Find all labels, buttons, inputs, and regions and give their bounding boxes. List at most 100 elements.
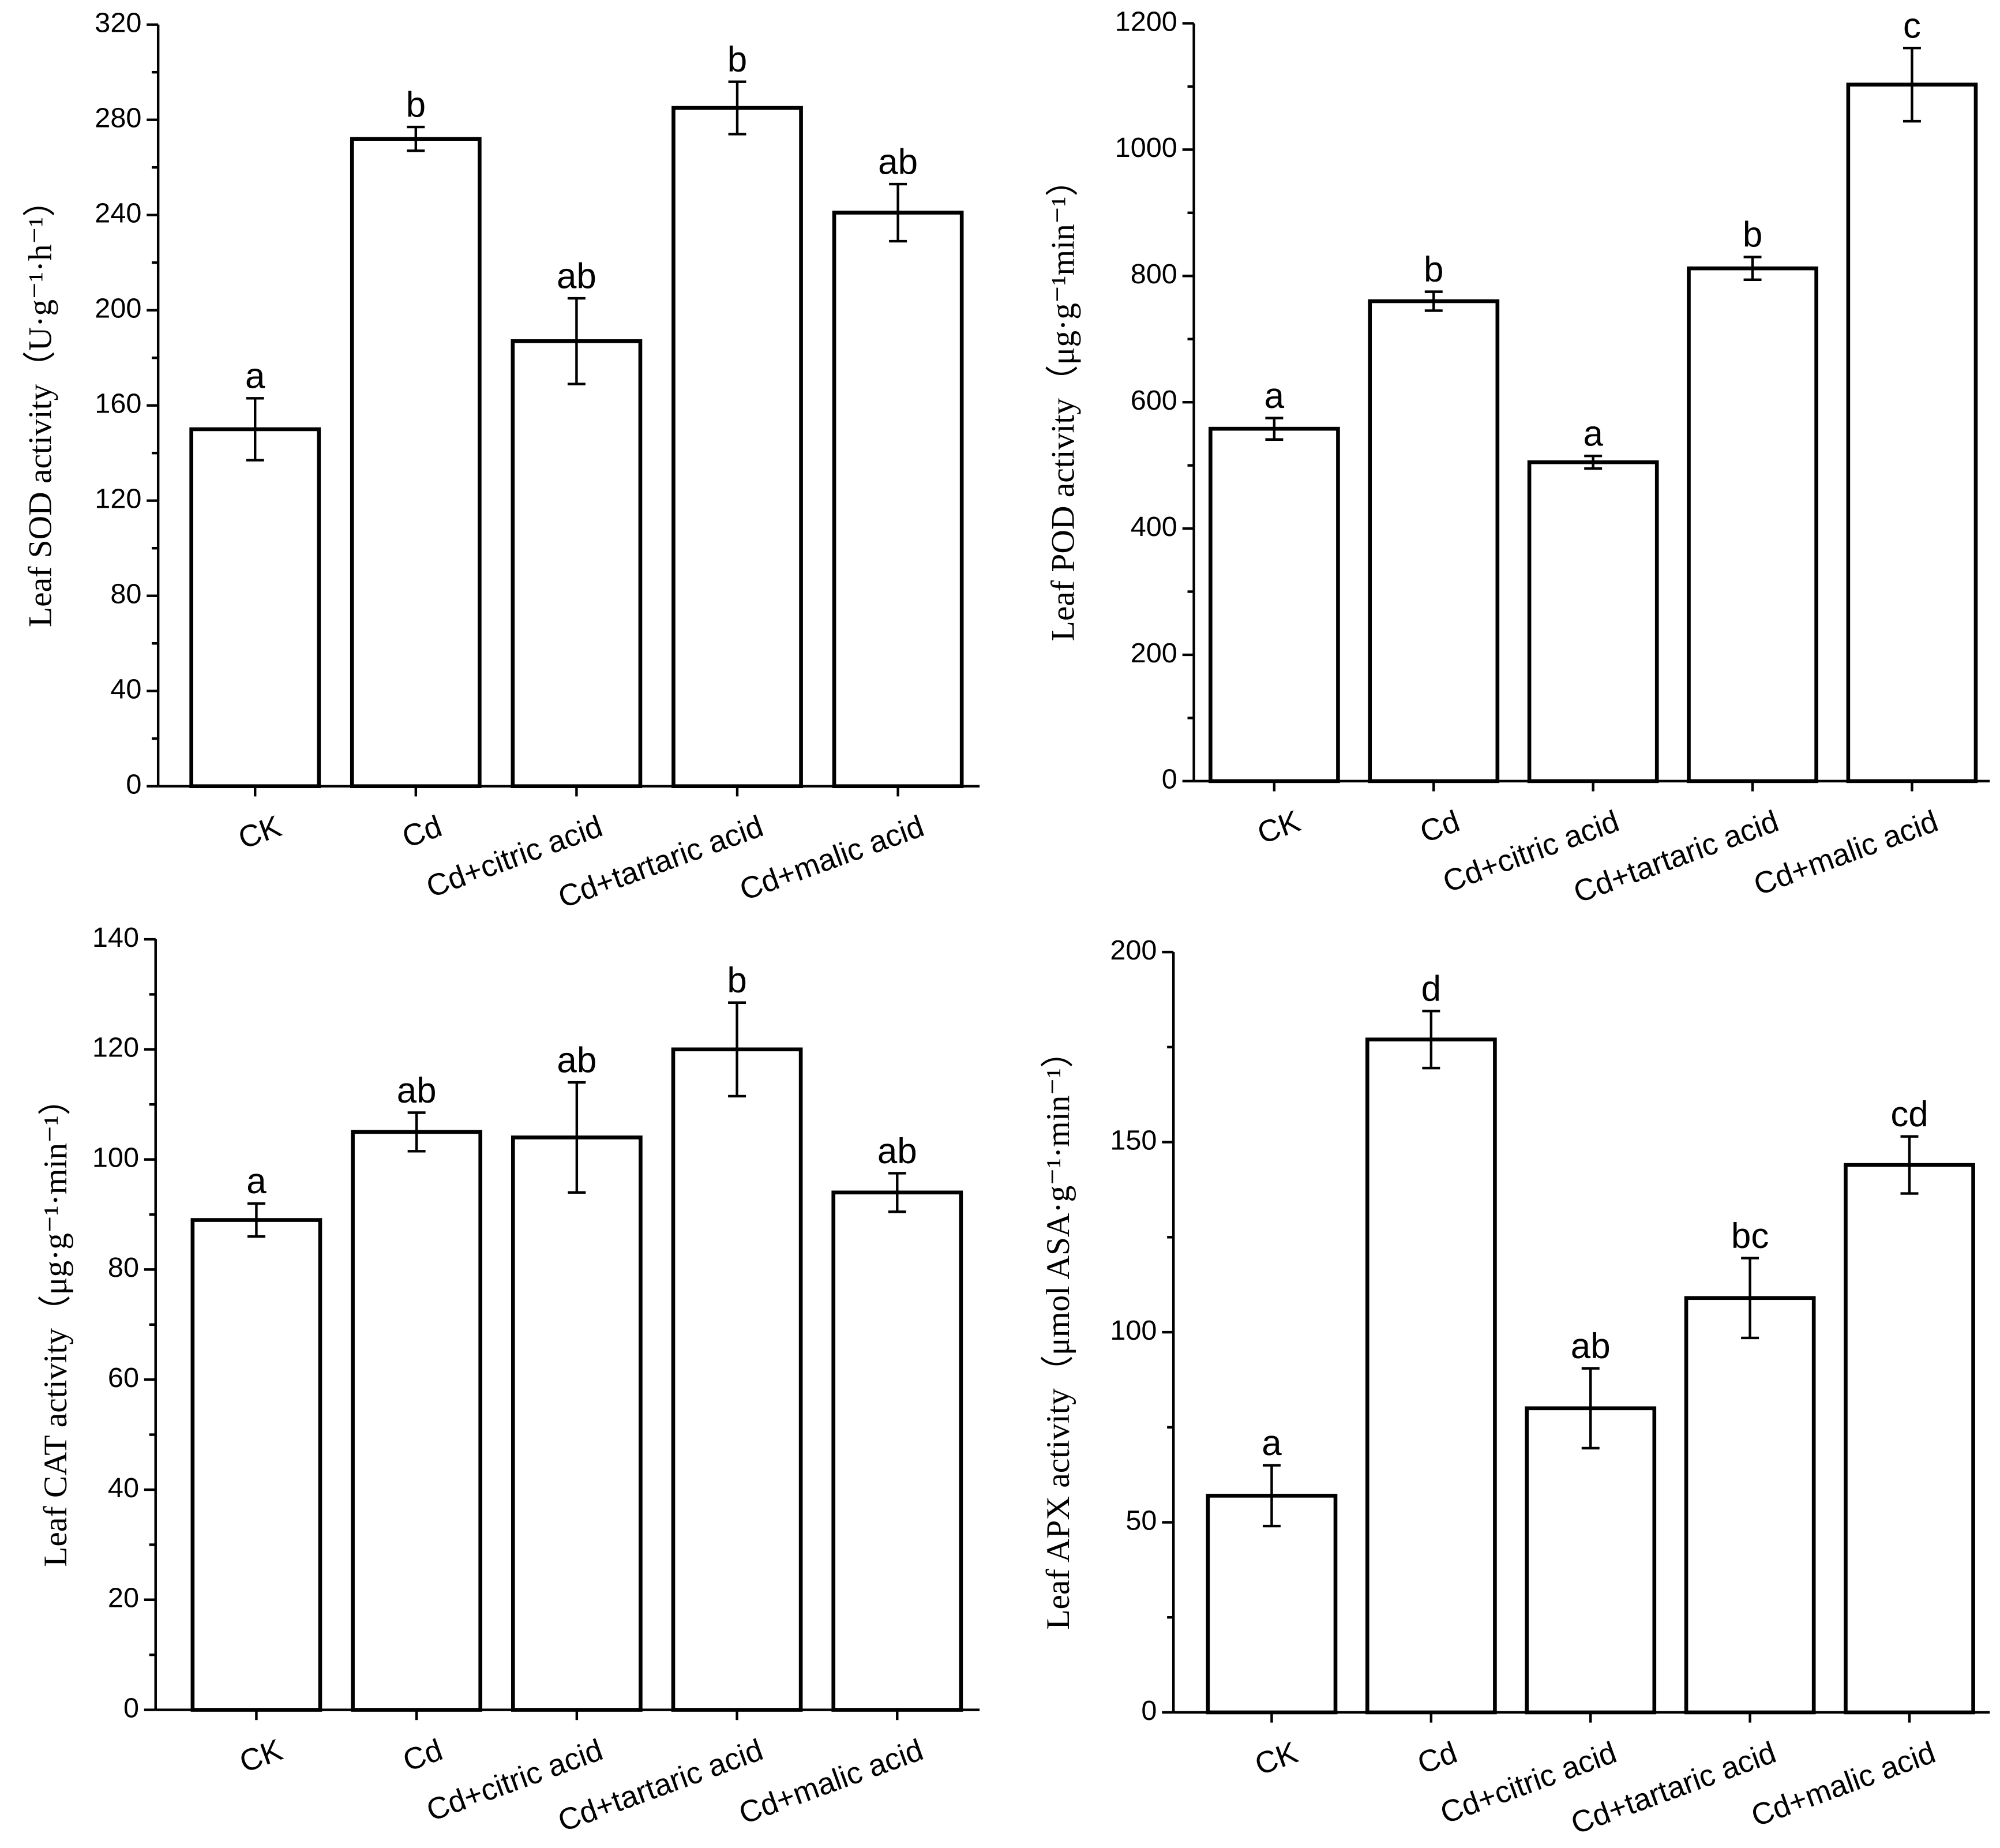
error-bar <box>407 1111 426 1153</box>
y-tick-label: 400 <box>1131 511 1177 542</box>
significance-label: a <box>1262 1423 1282 1463</box>
x-tick-label: Cd <box>1416 804 1464 850</box>
y-axis-label: Leaf SOD activity（U·g⁻¹·h⁻¹） <box>22 183 58 627</box>
x-tick-label: Cd+malic acid <box>1750 804 1943 902</box>
significance-label: ab <box>557 1040 596 1080</box>
significance-label: d <box>1421 969 1441 1009</box>
significance-label: ab <box>877 1131 917 1171</box>
y-tick-label: 40 <box>108 1472 139 1504</box>
significance-label: a <box>1264 376 1285 416</box>
significance-label: b <box>727 40 747 80</box>
significance-label: ab <box>878 142 918 182</box>
error-bar <box>728 80 746 136</box>
error-bar <box>247 1202 265 1238</box>
error-bar <box>1422 1010 1440 1070</box>
bar <box>1368 299 1500 784</box>
error-bar <box>1743 256 1762 282</box>
error-bar <box>728 1001 746 1098</box>
error-bar <box>1581 1367 1600 1450</box>
bar <box>1365 1037 1497 1715</box>
bar <box>1527 460 1659 784</box>
bar <box>511 339 643 789</box>
y-tick-label: 80 <box>108 1252 139 1283</box>
significance-label: bc <box>1731 1216 1769 1256</box>
bar <box>671 106 803 789</box>
x-tick-label: Cd <box>399 1733 447 1778</box>
y-tick-label: 160 <box>95 388 141 419</box>
y-tick-label: 1200 <box>1115 6 1177 37</box>
y-tick-label: 120 <box>92 1032 139 1063</box>
y-tick-label: 0 <box>1141 1695 1157 1726</box>
significance-label: ab <box>1571 1326 1611 1366</box>
x-tick-label: Cd <box>1413 1735 1462 1781</box>
bar <box>1846 83 1978 784</box>
x-tick-label: CK <box>1251 1735 1302 1782</box>
bar <box>1206 1494 1338 1715</box>
significance-label: a <box>246 1161 267 1201</box>
error-bar <box>246 397 264 462</box>
y-tick-label: 140 <box>92 922 139 953</box>
y-tick-label: 40 <box>110 674 141 705</box>
y-tick-label: 240 <box>95 198 141 229</box>
bar <box>1684 1296 1816 1715</box>
y-axis-label: Leaf APX activity（μmol ASA·g⁻¹·min⁻¹） <box>1040 1035 1076 1630</box>
significance-label: a <box>1583 414 1603 454</box>
y-tick-label: 1000 <box>1115 132 1177 163</box>
x-tick-label: CK <box>1253 804 1304 851</box>
significance-label: b <box>1424 250 1443 290</box>
significance-label: ab <box>557 256 596 296</box>
x-tick-label: CK <box>235 1733 287 1779</box>
y-axis-label: Leaf POD activity（μg·g⁻¹min⁻¹） <box>1045 163 1082 641</box>
error-bar <box>1262 1464 1281 1528</box>
significance-label: b <box>1743 215 1762 255</box>
x-tick-label: CK <box>234 809 286 856</box>
y-tick-label: 20 <box>108 1583 139 1614</box>
bar <box>1687 266 1818 784</box>
bar <box>832 211 964 789</box>
significance-label: ab <box>397 1071 437 1111</box>
error-bar <box>888 1172 906 1213</box>
error-bar <box>1903 46 1921 123</box>
y-tick-label: 100 <box>92 1142 139 1173</box>
bar <box>831 1190 963 1712</box>
error-bar <box>1265 417 1284 441</box>
y-tick-label: 320 <box>95 8 141 39</box>
error-bar <box>1424 290 1443 312</box>
significance-label: cd <box>1890 1094 1928 1134</box>
x-tick-label: Cd <box>398 809 446 855</box>
significance-label: b <box>727 961 746 1000</box>
y-tick-label: 280 <box>95 103 141 134</box>
error-bar <box>407 125 425 152</box>
significance-label: a <box>245 357 265 396</box>
y-tick-label: 0 <box>1162 764 1177 795</box>
bar <box>1844 1163 1975 1715</box>
error-bar <box>1584 454 1603 470</box>
y-tick-label: 100 <box>1110 1315 1157 1346</box>
bar <box>671 1047 803 1712</box>
error-bar <box>567 297 586 385</box>
error-bar <box>1900 1135 1919 1195</box>
y-axis-label: Leaf CAT activity（μg·g⁻¹·min⁻¹） <box>37 1082 74 1567</box>
y-tick-label: 600 <box>1131 385 1177 416</box>
y-tick-label: 60 <box>108 1362 139 1393</box>
bar <box>350 137 482 789</box>
bar <box>1209 426 1340 784</box>
error-bar <box>889 182 907 243</box>
error-bar <box>568 1081 586 1194</box>
y-tick-label: 150 <box>1110 1124 1157 1156</box>
y-tick-label: 200 <box>1131 638 1177 669</box>
x-tick-label: Cd+malic acid <box>734 1733 928 1831</box>
y-tick-label: 0 <box>123 1692 139 1723</box>
x-tick-label: Cd+malic acid <box>736 809 929 908</box>
y-tick-label: 0 <box>126 769 141 800</box>
significance-label: c <box>1903 6 1921 46</box>
y-tick-label: 200 <box>1110 935 1157 966</box>
y-tick-label: 50 <box>1125 1505 1157 1536</box>
y-tick-label: 200 <box>95 293 141 324</box>
y-tick-label: 800 <box>1131 258 1177 290</box>
error-bar <box>1741 1257 1759 1340</box>
x-tick-label: Cd+malic acid <box>1747 1735 1940 1834</box>
y-tick-label: 120 <box>95 483 141 515</box>
bar <box>190 1218 322 1712</box>
